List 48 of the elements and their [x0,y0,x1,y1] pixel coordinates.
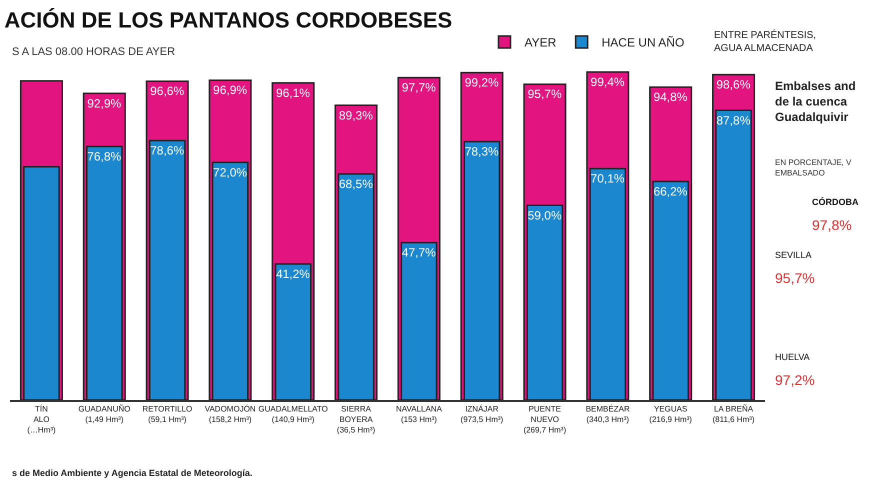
data-label: 94,8% [653,90,688,104]
text: ENTRE PARÉNTESIS, AGUA ALMACENADA [714,29,816,54]
data-label: 59,0% [528,208,562,222]
legend-label: HACE UN AÑO [602,36,684,50]
data-label: 87,8% [716,113,751,128]
data-label: 98,6% [716,78,751,92]
chart-title: ACIÓN DE LOS PANTANOS CORDOBESES [4,8,452,32]
x-tick-label: GUADANUÑO (1,49 Hm³) [78,404,130,424]
x-tick-label: YEGUAS (216,9 Hm³) [649,404,692,424]
x-tick-label: RETORTILLO (59,1 Hm³) [142,404,192,424]
x-tick-label: TÍN ALO (…Hm³) [27,404,56,434]
data-label: 92,9% [87,96,122,110]
data-label: 41,2% [276,267,310,282]
text: CÓRDOBA [812,197,859,207]
data-label: 72,0% [213,165,248,180]
x-tick-label: IZNÁJAR (973,5 Hm³) [460,404,504,424]
text: Embalses and de la cuenca Guadalquivir [775,79,856,124]
x-tick-label: LA BREÑA (811,6 Hm³) [712,404,755,424]
data-label: 95,7% [528,87,562,102]
data-label: 78,6% [150,144,184,158]
chart-subtitle: S A LAS 08.00 HORAS DE AYER [12,46,176,58]
x-tick-label: PUENTE NUEVO (269,7 Hm³) [523,404,566,434]
text: SEVILLA [775,250,812,260]
legend-label: AYER [524,36,557,50]
text: EN PORCENTAJE, V EMBALSADO [775,158,852,178]
x-tick-label: NAVALLANA (153 Hm³) [396,404,443,424]
data-label: 47,7% [402,246,436,260]
data-label: 89,3% [338,108,374,122]
text: 97,8% [812,217,852,233]
data-label: 99,2% [464,76,500,90]
data-label: 66,2% [653,184,688,199]
data-label: 99,4% [590,74,625,89]
data-label: 68,5% [338,176,374,191]
text: 97,2% [775,372,815,388]
data-label: 96,1% [276,86,310,100]
text: 95,7% [775,270,815,286]
data-label: 76,8% [87,150,122,164]
text: HUELVA [775,352,810,362]
text: s de Medio Ambiente y Agencia Estatal de Meteorología. [12,468,252,478]
x-tick-label: VADOMOJÓN (158,2 Hm³) [204,404,256,424]
data-label: 70,1% [590,172,625,186]
x-tick-label: SIERRA BOYERA (36,5 Hm³) [336,404,376,434]
data-label: 97,7% [402,80,436,95]
data-label: 78,3% [464,144,500,159]
x-tick-label: BEMBÉZAR (340,3 Hm³) [586,404,630,424]
data-label: 96,9% [213,83,248,98]
x-tick-label: GUADALMELLATO (140,9 Hm³) [258,404,328,424]
data-label: 96,6% [150,84,184,98]
